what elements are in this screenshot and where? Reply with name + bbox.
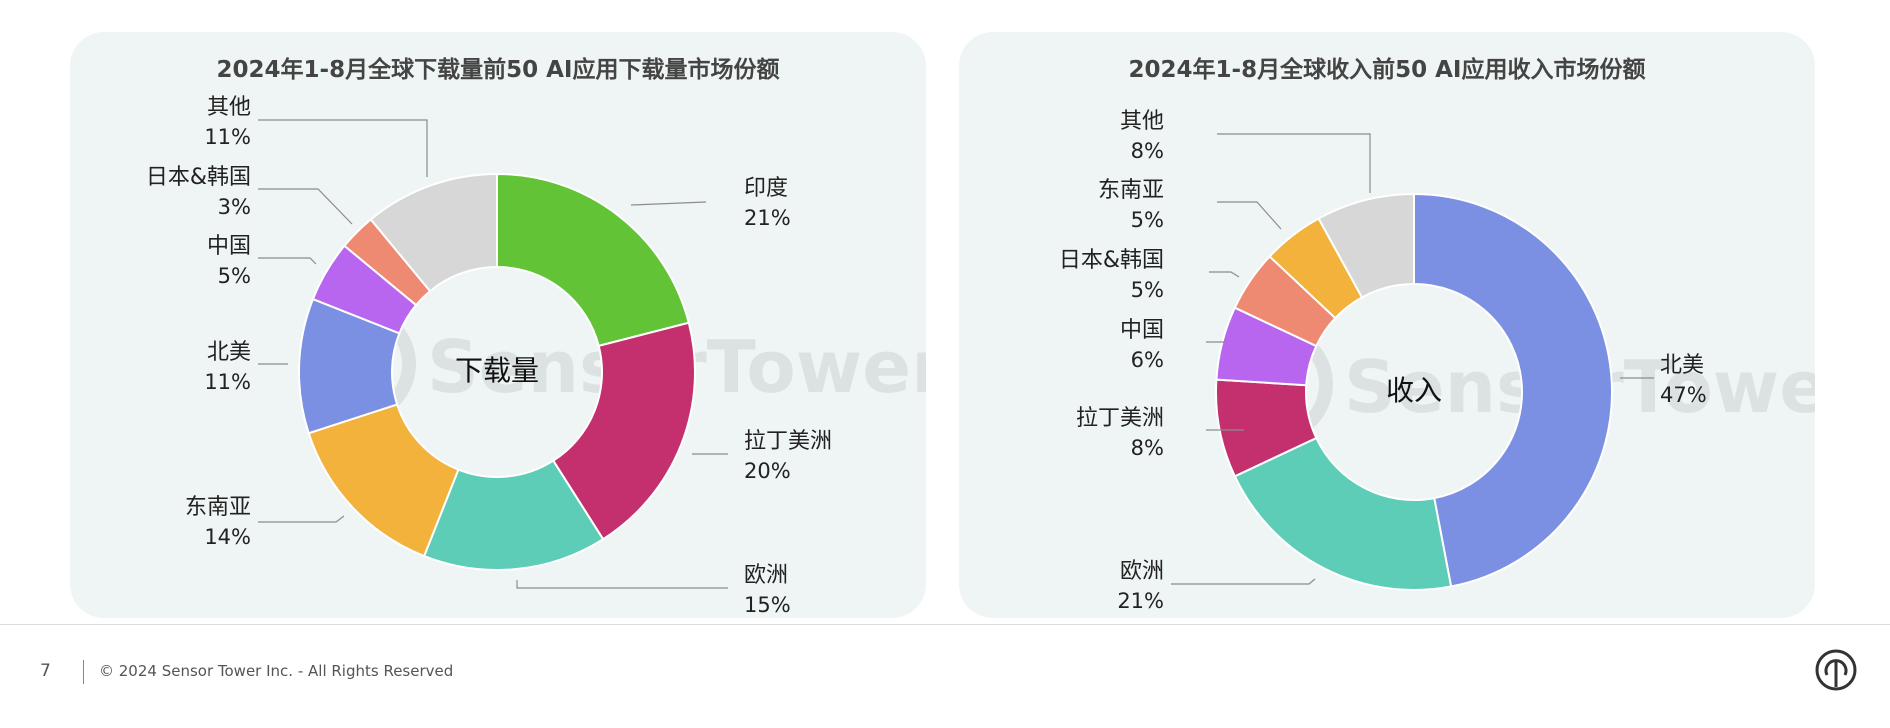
pie-slice bbox=[551, 321, 696, 541]
leader-line bbox=[258, 188, 353, 225]
leader-line bbox=[630, 201, 707, 206]
slice-label: 北美 bbox=[1660, 353, 1704, 378]
slice-value-label: 11% bbox=[204, 125, 251, 149]
slice-label: 拉丁美洲 bbox=[1076, 406, 1164, 431]
slice-label: 其他 bbox=[1120, 109, 1164, 134]
slice-value-label: 47% bbox=[1660, 383, 1707, 407]
leader-line bbox=[1209, 271, 1240, 278]
center-label: 收入 bbox=[1386, 374, 1442, 407]
leader-line bbox=[258, 515, 345, 523]
revenue-share-panel: 2024年1-8月全球收入前50 AI应用收入市场份额 SensorTower北… bbox=[959, 32, 1815, 618]
chart-title: 2024年1-8月全球下载量前50 AI应用下载量市场份额 bbox=[216, 57, 780, 83]
page-number: 7 bbox=[40, 661, 51, 681]
slice-label: 拉丁美洲 bbox=[744, 429, 832, 454]
slice-label: 北美 bbox=[207, 340, 251, 365]
slice-value-label: 20% bbox=[744, 459, 791, 483]
slice-value-label: 8% bbox=[1131, 139, 1164, 163]
slice-label: 东南亚 bbox=[1098, 178, 1164, 203]
pie-slice bbox=[1233, 436, 1453, 591]
slice-label: 中国 bbox=[1120, 318, 1164, 343]
slice-value-label: 8% bbox=[1131, 436, 1164, 460]
slice-value-label: 3% bbox=[218, 195, 251, 219]
slice-value-label: 5% bbox=[1131, 208, 1164, 232]
leader-line bbox=[258, 119, 428, 177]
sensor-tower-logo-icon bbox=[1815, 649, 1857, 691]
footer-separator bbox=[83, 660, 84, 684]
slice-label: 欧洲 bbox=[1120, 559, 1164, 584]
chart-title: 2024年1-8月全球收入前50 AI应用收入市场份额 bbox=[1128, 57, 1646, 83]
copyright-text: © 2024 Sensor Tower Inc. - All Rights Re… bbox=[99, 662, 454, 680]
download-share-panel: 2024年1-8月全球下载量前50 AI应用下载量市场份额 SensorTowe… bbox=[70, 32, 926, 618]
slice-label: 印度 bbox=[744, 176, 788, 201]
pie-slice bbox=[1317, 192, 1415, 299]
revenue-share-donut-chart: SensorTower北美47%欧洲21%拉丁美洲8%中国6%日本&韩国5%东南… bbox=[1059, 109, 1815, 613]
leader-line bbox=[1217, 133, 1371, 193]
slice-value-label: 5% bbox=[218, 264, 251, 288]
pie-slice bbox=[369, 172, 498, 293]
slice-label: 中国 bbox=[207, 234, 251, 259]
footer-divider bbox=[0, 624, 1890, 625]
slice-label: 欧洲 bbox=[744, 563, 788, 588]
leader-line bbox=[516, 580, 728, 589]
slice-value-label: 21% bbox=[1117, 589, 1164, 613]
slice-value-label: 14% bbox=[204, 525, 251, 549]
slice-value-label: 11% bbox=[204, 370, 251, 394]
pie-slice bbox=[1413, 192, 1613, 588]
download-share-donut-chart: SensorTower印度21%拉丁美洲20%欧洲15%东南亚14%北美11%中… bbox=[146, 95, 926, 617]
slice-label: 日本&韩国 bbox=[1059, 248, 1164, 273]
slice-value-label: 21% bbox=[744, 206, 791, 230]
slice-value-label: 6% bbox=[1131, 348, 1164, 372]
leader-line bbox=[1217, 201, 1282, 230]
slice-label: 其他 bbox=[207, 95, 251, 120]
center-label: 下载量 bbox=[455, 354, 539, 387]
leader-line bbox=[258, 257, 317, 265]
slice-value-label: 5% bbox=[1131, 278, 1164, 302]
slice-value-label: 15% bbox=[744, 593, 791, 617]
slice-label: 日本&韩国 bbox=[146, 165, 251, 190]
slice-label: 东南亚 bbox=[185, 495, 251, 520]
pie-slice bbox=[496, 172, 690, 348]
leader-line bbox=[1171, 578, 1316, 585]
